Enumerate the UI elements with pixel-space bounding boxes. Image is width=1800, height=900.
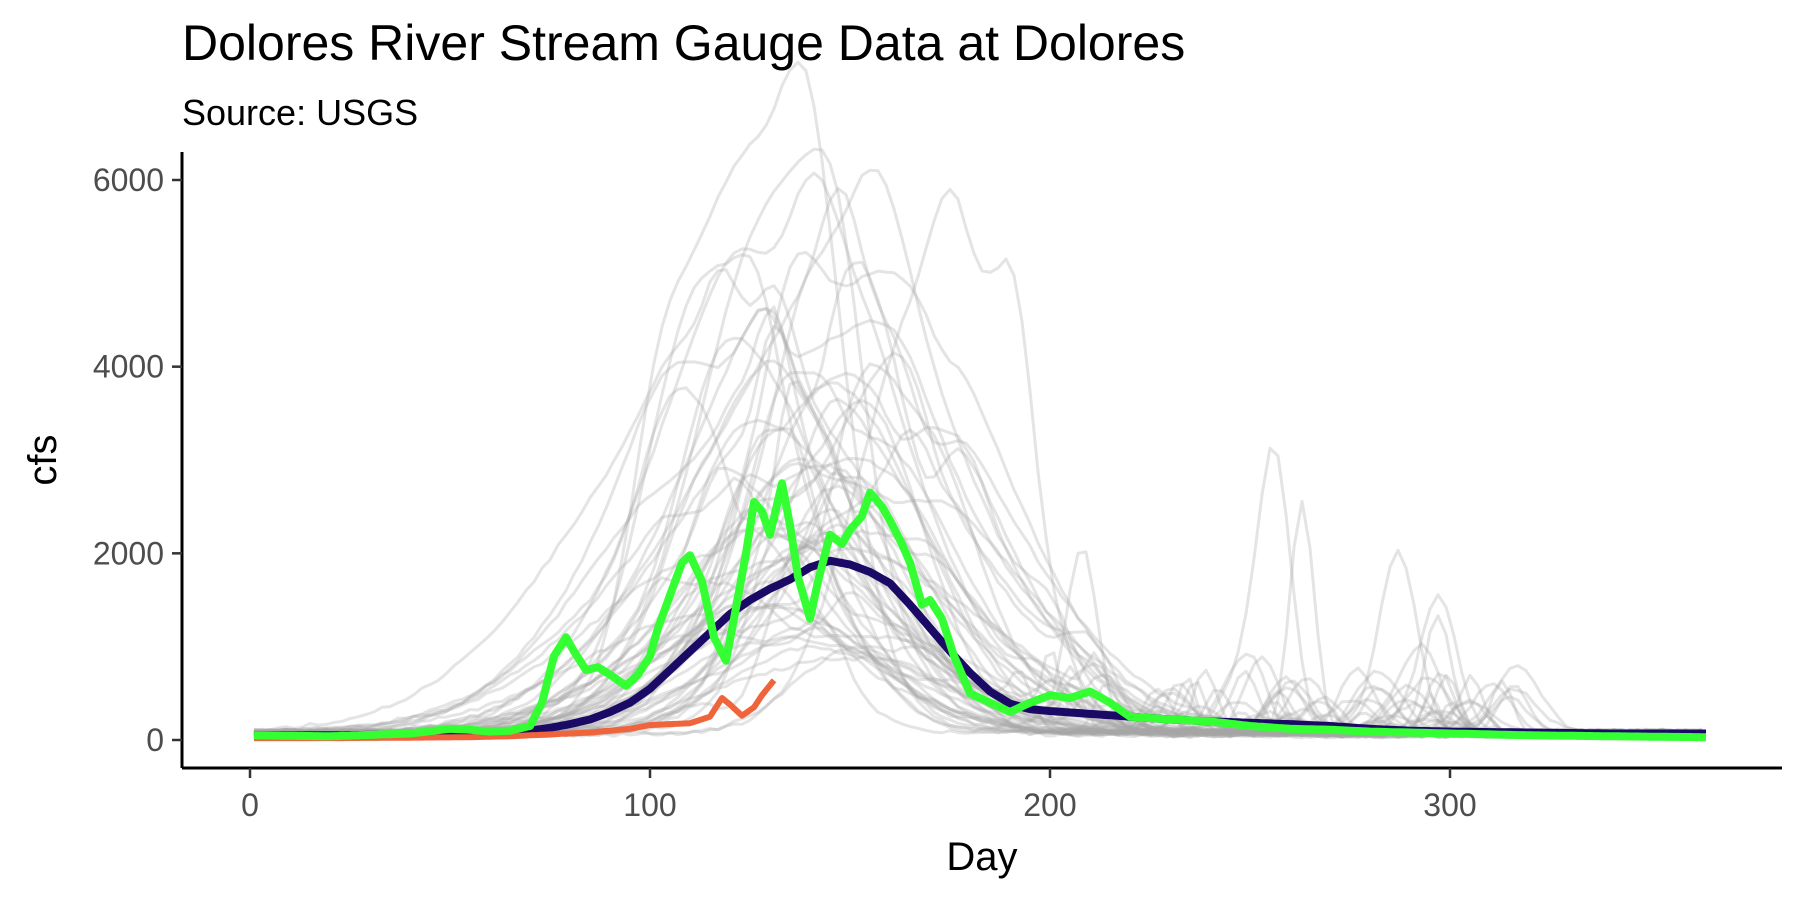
historical-year-line (253, 307, 1703, 736)
historical-years-lines (253, 60, 1703, 740)
y-tick-label: 6000 (93, 162, 164, 198)
y-tick-label: 2000 (93, 535, 164, 571)
historical-year-line (253, 268, 1703, 736)
historical-year-line (253, 147, 1703, 736)
highlighted-series-lines (253, 479, 1706, 742)
historical-year-line (253, 456, 1703, 735)
x-axis-title: Day (946, 835, 1017, 879)
chart-title: Dolores River Stream Gauge Data at Dolor… (182, 15, 1186, 71)
y-axis-title: cfs (21, 434, 65, 485)
x-tick-label: 0 (241, 787, 259, 823)
chart-axes: 0 100 200 300 0 2000 4000 6000 (93, 152, 1782, 823)
historical-year-line (253, 251, 1703, 739)
y-tick-label: 0 (146, 722, 164, 758)
historical-year-line (253, 171, 1703, 736)
x-tick-label: 100 (623, 787, 676, 823)
highlight-year-line (253, 479, 1706, 742)
x-tick-label: 300 (1423, 787, 1476, 823)
historical-year-line (253, 351, 1703, 738)
historical-year-line (253, 608, 1702, 735)
chart-subtitle: Source: USGS (182, 92, 419, 133)
y-tick-label: 4000 (93, 349, 164, 385)
x-tick-label: 200 (1023, 787, 1076, 823)
historical-year-line (253, 186, 1702, 738)
historical-year-line (253, 576, 1703, 740)
